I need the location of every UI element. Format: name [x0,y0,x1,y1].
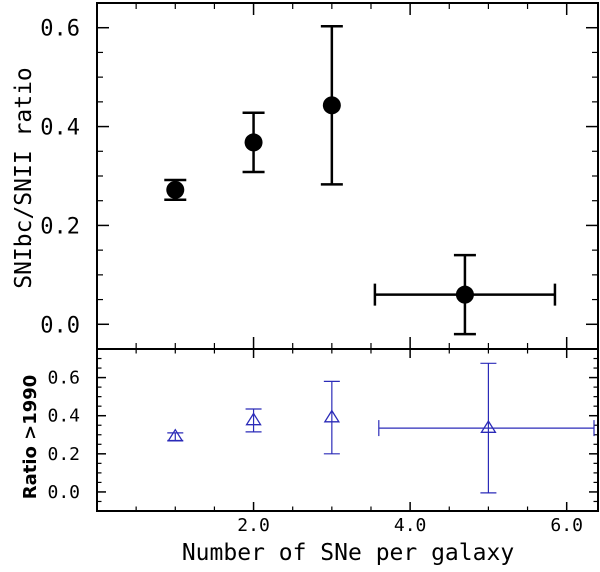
top-y-axis-label: SNIbc/SNII ratio [11,67,37,289]
bottom-panel: 0.0 0.2 0.4 0.6 2.0 4.0 6.0 [47,348,599,536]
data-point [167,428,184,442]
y-tick-label: 0.4 [40,116,80,141]
x-tick-label: 6.0 [550,515,583,536]
data-point [166,180,185,199]
x-tick-label: 4.0 [394,515,427,536]
x-axis-label: Number of SNe per galaxy [182,540,514,566]
bottom-y-axis-label: Ratio >1990 [20,375,41,500]
x-tick-label: 2.0 [237,515,270,536]
data-point [322,96,341,115]
top-panel: 0.0 0.2 0.4 0.6 [40,2,599,350]
data-point [455,285,474,304]
data-point [480,419,497,433]
data-point [245,412,262,426]
y-tick-label: 0.2 [40,214,80,239]
y-tick-label: 0.0 [47,482,80,503]
y-tick-label: 0.0 [40,313,80,338]
y-tick-label: 0.2 [47,444,80,465]
plot-frame [96,2,599,350]
data-point [244,133,263,152]
y-tick-label: 0.4 [47,406,80,427]
data-point [323,409,341,423]
y-tick-label: 0.6 [47,368,80,389]
plot-frame [96,348,599,512]
y-tick-label: 0.6 [40,17,80,42]
